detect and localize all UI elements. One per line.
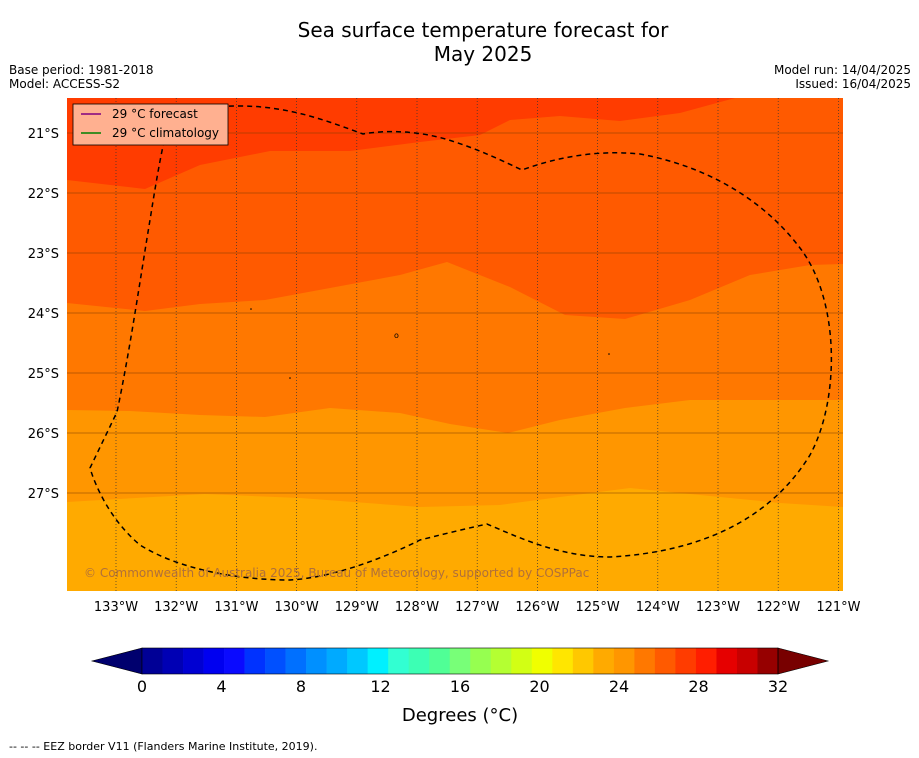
island-dot-2: [289, 377, 291, 379]
longitude-labels: 133°W 132°W 131°W 130°W 129°W 128°W 127°W 126°W…: [94, 600, 861, 615]
colorbar-ticks: 0 4 8 12 16 20 24 28 32: [137, 677, 788, 696]
colorbar-segment: [716, 648, 738, 674]
lat-tick-label: 22°S: [28, 187, 59, 202]
temperature-field: [67, 98, 843, 591]
issued-text: Issued: 16/04/2025: [795, 77, 911, 91]
title-line-1: Sea surface temperature forecast for: [297, 18, 669, 42]
island-dot-1: [250, 308, 252, 310]
colorbar-outline: [141, 647, 779, 675]
chart-title: Sea surface temperature forecast for May…: [0, 18, 919, 66]
lon-tick-label: 131°W: [214, 600, 258, 615]
island-marker: o: [394, 331, 399, 340]
colorbar-segment: [265, 648, 286, 674]
map-grid: [67, 98, 843, 591]
lat-tick-label: 26°S: [28, 427, 59, 442]
legend-box: 29 °C forecast 29 °C climatology: [72, 103, 229, 146]
legend-forecast-label: 29 °C forecast: [112, 107, 198, 121]
colorbar-tick-label: 8: [296, 677, 306, 696]
lat-tick-label: 27°S: [28, 487, 59, 502]
lon-tick-label: 126°W: [515, 600, 559, 615]
lat-tick-label: 25°S: [28, 367, 59, 382]
colorbar-segment: [224, 648, 245, 674]
colorbar-segment: [326, 648, 348, 674]
colorbar-segment: [367, 648, 389, 674]
lon-tick-label: 123°W: [696, 600, 740, 615]
model-text: Model: ACCESS-S2: [9, 77, 121, 91]
colorbar-segment: [634, 648, 656, 674]
lon-tick-label: 130°W: [275, 600, 319, 615]
colorbar-tick-label: 0: [137, 677, 147, 696]
lon-tick-label: 121°W: [816, 600, 860, 615]
colorbar-segment: [244, 648, 266, 674]
colorbar-segment: [429, 648, 451, 674]
lon-tick-label: 127°W: [455, 600, 499, 615]
colorbar-segment: [593, 648, 615, 674]
colorbar-segment: [757, 648, 779, 674]
footer-note: -- -- -- EEZ border V11 (Flanders Marine…: [9, 740, 318, 753]
colorbar-segment: [408, 648, 430, 674]
lon-tick-label: 129°W: [335, 600, 379, 615]
colorbar-segment: [572, 648, 594, 674]
colorbar: [90, 647, 830, 675]
lon-tick-label: 125°W: [576, 600, 620, 615]
lat-tick-label: 23°S: [28, 247, 59, 262]
copyright-text: © Commonwealth of Australia 2025, Bureau…: [84, 566, 589, 580]
map-figure: o 29 °C forecast 29 °C climatology © Com…: [28, 98, 861, 726]
colorbar-segment: [306, 648, 327, 674]
colorbar-tick-label: 4: [216, 677, 226, 696]
lon-tick-label: 128°W: [395, 600, 439, 615]
island-dot-3: [608, 353, 610, 355]
colorbar-segment: [203, 648, 225, 674]
colorbar-tick-label: 28: [688, 677, 708, 696]
colorbar-over-arrow: [777, 647, 830, 675]
colorbar-label: Degrees (°C): [402, 705, 518, 726]
colorbar-segment: [531, 648, 553, 674]
colorbar-segment: [162, 648, 184, 674]
lat-tick-label: 21°S: [28, 127, 59, 142]
colorbar-tick-label: 12: [370, 677, 390, 696]
lon-tick-label: 132°W: [154, 600, 198, 615]
colorbar-tick-label: 32: [768, 677, 788, 696]
lon-tick-label: 133°W: [94, 600, 138, 615]
model-run-text: Model run: 14/04/2025: [773, 63, 911, 77]
title-line-2: May 2025: [433, 42, 533, 66]
colorbar-segment: [347, 648, 368, 674]
colorbar-tick-label: 24: [609, 677, 629, 696]
colorbar-segment: [695, 648, 717, 674]
meta-left: Base period: 1981-2018 Model: ACCESS-S2: [9, 63, 154, 91]
colorbar-segment: [388, 648, 410, 674]
colorbar-segment: [183, 648, 204, 674]
colorbar-segment: [654, 648, 676, 674]
lat-tick-label: 24°S: [28, 307, 59, 322]
colorbar-under-arrow: [90, 647, 143, 675]
lon-tick-label: 124°W: [636, 600, 680, 615]
meta-right: Model run: 14/04/2025 Issued: 16/04/2025: [774, 63, 911, 91]
legend-climatology-label: 29 °C climatology: [112, 126, 219, 140]
colorbar-segment: [675, 648, 697, 674]
colorbar-segment: [142, 648, 163, 674]
lon-tick-label: 122°W: [756, 600, 800, 615]
colorbar-segment: [470, 648, 492, 674]
eez-border: [89, 105, 833, 581]
colorbar-segment: [285, 648, 307, 674]
colorbar-segment: [490, 648, 512, 674]
band-26-27: [67, 98, 843, 319]
colorbar-tick-label: 20: [529, 677, 549, 696]
band-27-28: [67, 98, 735, 189]
colorbar-segment: [511, 648, 533, 674]
colorbar-segment: [449, 648, 471, 674]
colorbar-segment: [736, 648, 758, 674]
colorbar-tick-label: 16: [450, 677, 470, 696]
latitude-labels: 21°S 22°S 23°S 24°S 25°S 26°S 27°S: [28, 127, 59, 502]
base-period-text: Base period: 1981-2018: [9, 63, 154, 77]
colorbar-segment: [613, 648, 635, 674]
colorbar-segment: [552, 648, 574, 674]
